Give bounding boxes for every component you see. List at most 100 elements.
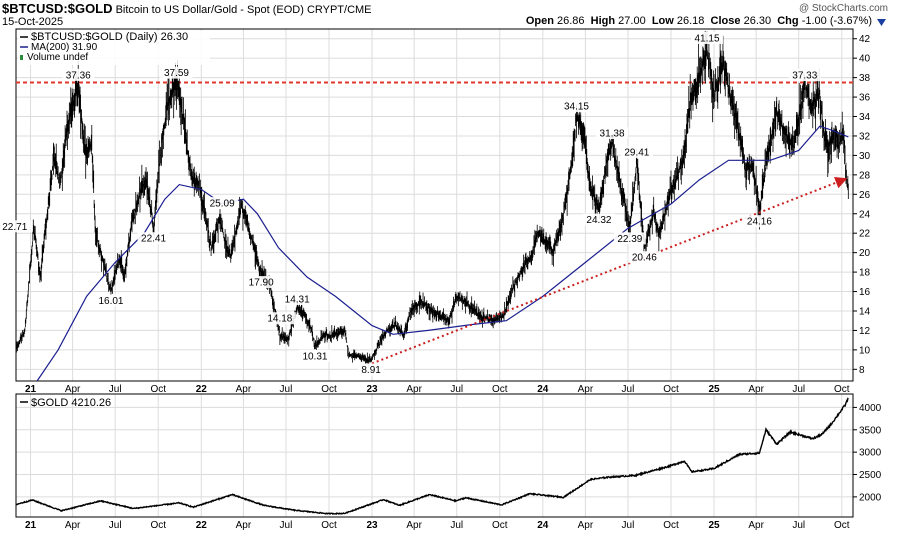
exchange-label: CRYPT/CME bbox=[306, 4, 372, 16]
legend-ma-label: MA(200) 31.90 bbox=[31, 42, 98, 53]
close-value: 26.30 bbox=[743, 15, 772, 27]
x-month-label: Oct bbox=[150, 520, 166, 531]
symbol-description: Bitcoin to US Dollar/Gold - Spot (EOD) bbox=[115, 4, 304, 16]
low-label: Low bbox=[651, 15, 674, 27]
legend-volume-label: Volume undef bbox=[27, 52, 88, 63]
ma200-line bbox=[36, 125, 849, 382]
pivot-label: 24.16 bbox=[747, 217, 772, 228]
pivot-label: 17.90 bbox=[249, 278, 274, 289]
x-month-label: Apr bbox=[406, 384, 422, 395]
x-year-label: 21 bbox=[25, 384, 37, 395]
x-month-label: Apr bbox=[578, 520, 594, 531]
pivot-label-bg bbox=[357, 363, 385, 376]
x-month-label: Oct bbox=[150, 384, 166, 395]
x-month-label: Oct bbox=[834, 384, 850, 395]
gold-price-line bbox=[15, 397, 849, 516]
x-month-label: Apr bbox=[65, 384, 81, 395]
pivot-label: 20.46 bbox=[632, 253, 657, 264]
price-bars bbox=[15, 31, 849, 367]
x-month-label: Apr bbox=[236, 520, 252, 531]
pivot-label-bg bbox=[62, 68, 95, 81]
y-tick-label: 34 bbox=[859, 112, 871, 123]
x-year-label: 25 bbox=[708, 384, 720, 395]
pivot-label-bg bbox=[263, 312, 296, 325]
x-month-label: Jul bbox=[792, 520, 805, 531]
pivot-label: 34.15 bbox=[564, 102, 589, 113]
ohlc-readout: Open 26.86 High 27.00 Low 26.18 Close 26… bbox=[526, 15, 872, 27]
pivot-label-bg bbox=[94, 294, 127, 307]
date-label: 15-Oct-2025 bbox=[2, 16, 64, 28]
triangle-down-icon bbox=[877, 19, 886, 26]
x-month-label: Jul bbox=[622, 520, 635, 531]
pivot-label-bg bbox=[281, 292, 314, 305]
pivot-label: 37.59 bbox=[164, 68, 189, 79]
x-month-label: Oct bbox=[321, 520, 337, 531]
pivot-label: 25.09 bbox=[210, 199, 235, 210]
pivot-label: 14.31 bbox=[285, 294, 310, 305]
legend-box bbox=[18, 31, 210, 65]
chg-value: -1.00 (-3.67%) bbox=[801, 15, 872, 27]
pivot-label-bg bbox=[560, 100, 593, 113]
x-month-label: Oct bbox=[663, 520, 679, 531]
x-month-label: Oct bbox=[663, 384, 679, 395]
pivot-label: 22.39 bbox=[617, 234, 642, 245]
low-value: 26.18 bbox=[676, 15, 705, 27]
y-tick-label: 28 bbox=[859, 170, 871, 181]
y-tick-label: 4000 bbox=[859, 403, 882, 414]
y-tick-label: 18 bbox=[859, 268, 871, 279]
y-tick-label: 8 bbox=[859, 365, 865, 376]
pivot-label: 29.41 bbox=[624, 148, 649, 159]
x-month-label: Jul bbox=[109, 384, 122, 395]
symbol-header: $BTCUSD:$GOLD Bitcoin to US Dollar/Gold … bbox=[2, 1, 372, 16]
pivot-label: 37.36 bbox=[66, 70, 91, 81]
pivot-label: 10.31 bbox=[302, 351, 327, 362]
pivot-label-bg bbox=[620, 146, 653, 159]
pivot-label-bg bbox=[613, 232, 646, 245]
y-tick-label: 40 bbox=[859, 54, 871, 65]
x-year-label: 22 bbox=[196, 384, 208, 395]
high-value: 27.00 bbox=[618, 15, 646, 27]
pivot-label: 16.01 bbox=[98, 296, 123, 307]
pivot-label: 31.38 bbox=[600, 128, 625, 139]
y-tick-label: 20 bbox=[859, 248, 871, 259]
y-tick-label: 38 bbox=[859, 73, 871, 84]
pivot-label-bg bbox=[596, 126, 629, 139]
y-tick-label: 2000 bbox=[859, 492, 882, 503]
x-month-label: Apr bbox=[236, 384, 252, 395]
x-month-label: Jul bbox=[280, 520, 293, 531]
pivot-label-bg bbox=[743, 215, 776, 228]
pivot-label-bg bbox=[206, 197, 239, 210]
x-month-label: Apr bbox=[748, 520, 764, 531]
x-month-label: Jul bbox=[792, 384, 805, 395]
pivot-label: 22.41 bbox=[141, 234, 166, 245]
x-month-label: Oct bbox=[492, 384, 508, 395]
x-month-label: Oct bbox=[492, 520, 508, 531]
x-month-label: Jul bbox=[450, 384, 463, 395]
support-trendline bbox=[371, 178, 845, 365]
symbol-title: $BTCUSD:$GOLD bbox=[2, 1, 113, 16]
pivot-label: 24.32 bbox=[586, 215, 611, 226]
chg-label: Chg bbox=[777, 15, 799, 27]
x-month-label: Jul bbox=[280, 384, 293, 395]
y-tick-label: 22 bbox=[859, 229, 871, 240]
pivot-label: 37.33 bbox=[792, 71, 817, 82]
pivot-label: 14.18 bbox=[267, 314, 292, 325]
trendline-arrowhead bbox=[834, 177, 848, 189]
pivot-label-bg bbox=[137, 232, 170, 245]
x-year-label: 24 bbox=[537, 384, 549, 395]
lower-panel-frame bbox=[15, 393, 854, 518]
y-tick-label: 10 bbox=[859, 345, 871, 356]
pivot-label: 41.15 bbox=[695, 33, 720, 44]
pivot-label: 8.91 bbox=[361, 365, 381, 376]
close-label: Close bbox=[710, 15, 741, 27]
x-month-label: Jul bbox=[450, 520, 463, 531]
x-year-label: 23 bbox=[366, 520, 378, 531]
upper-panel-frame bbox=[15, 28, 854, 382]
y-tick-label: 42 bbox=[859, 34, 871, 45]
y-tick-label: 26 bbox=[859, 190, 871, 201]
open-label: Open bbox=[525, 15, 554, 27]
high-label: High bbox=[590, 15, 616, 27]
legend-volume-swatch bbox=[20, 55, 23, 60]
y-tick-label: 12 bbox=[859, 326, 871, 337]
